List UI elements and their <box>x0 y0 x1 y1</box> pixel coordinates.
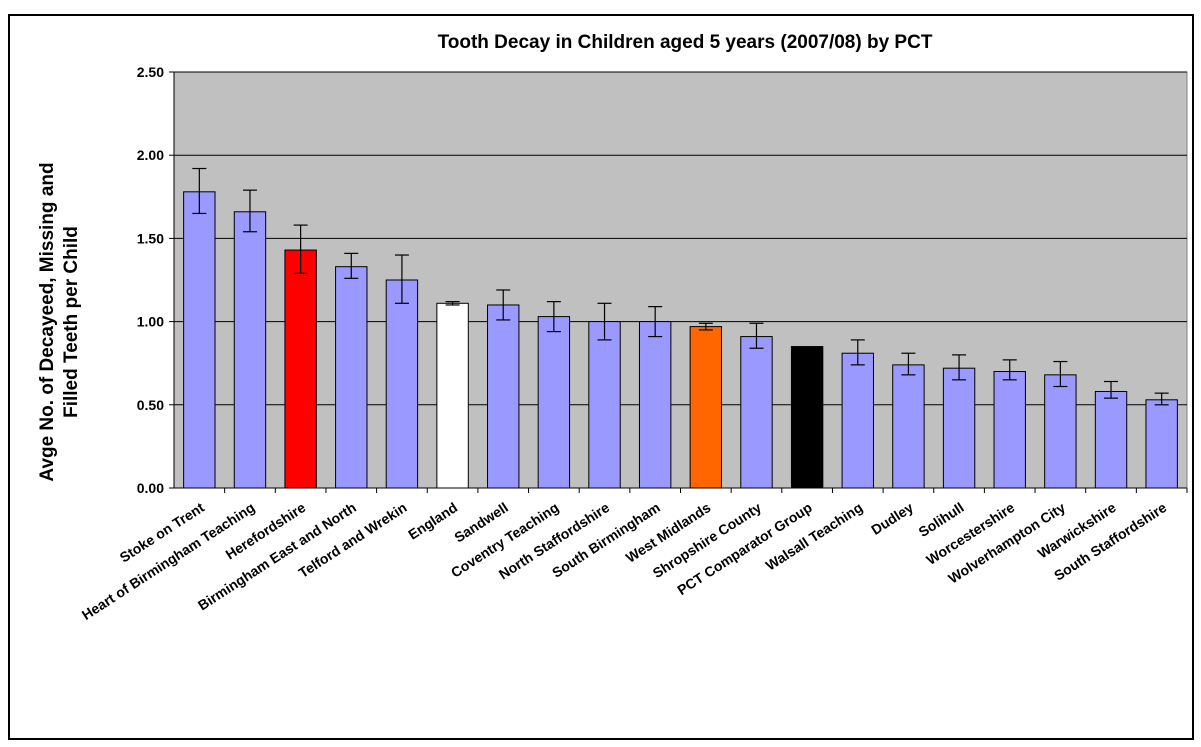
bar <box>335 266 368 489</box>
bar <box>993 371 1026 489</box>
chart-title: Tooth Decay in Children aged 5 years (20… <box>438 32 933 53</box>
bar <box>1094 390 1128 489</box>
bar <box>638 321 672 489</box>
bar <box>233 211 267 489</box>
y-tick-label: 2.50 <box>137 64 164 80</box>
bar <box>284 249 317 489</box>
y-tick-label: 0.00 <box>137 480 164 496</box>
bar <box>892 364 925 489</box>
bar <box>841 352 874 489</box>
y-axis-label-line2: Filled Teeth per Child <box>61 226 82 418</box>
bar <box>790 346 824 489</box>
bar <box>689 326 723 489</box>
y-tick-label: 2.00 <box>137 147 164 163</box>
bar <box>183 191 216 489</box>
bar <box>942 367 976 489</box>
y-tick-label: 1.00 <box>137 314 164 330</box>
bar <box>537 316 571 489</box>
bar <box>436 302 469 489</box>
bar <box>1145 399 1178 489</box>
bar <box>1044 374 1077 489</box>
bar <box>740 336 773 489</box>
x-tick-label: Dudley <box>868 499 916 538</box>
x-tick-label: Walsall Teaching <box>763 499 866 573</box>
bar <box>487 304 520 489</box>
x-tick-label: England <box>405 499 460 543</box>
bar <box>385 279 419 489</box>
y-tick-label: 0.50 <box>137 397 164 413</box>
y-tick-label: 1.50 <box>137 230 164 246</box>
bar <box>588 321 621 489</box>
plot-background <box>173 71 1188 489</box>
y-axis-label: Avge No. of Decayeed, Missing and <box>37 162 58 481</box>
